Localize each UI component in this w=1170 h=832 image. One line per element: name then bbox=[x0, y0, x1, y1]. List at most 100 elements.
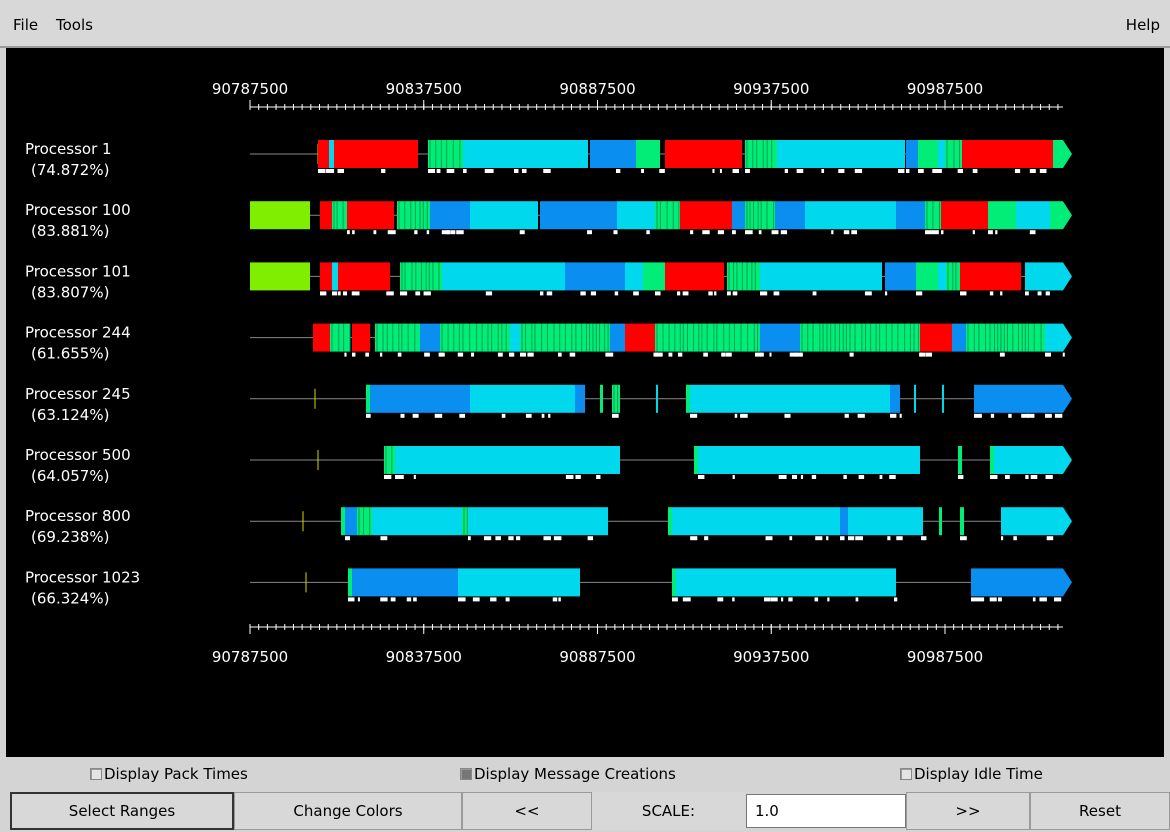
processor-name: Processor 244 bbox=[25, 324, 131, 342]
segment bbox=[1016, 201, 1050, 230]
menu-item[interactable]: Tools bbox=[56, 16, 93, 34]
creation-mark bbox=[569, 352, 576, 357]
segment bbox=[352, 568, 458, 597]
checkbox[interactable]: Display Idle Time bbox=[900, 765, 1043, 783]
segment bbox=[540, 201, 617, 230]
creation-mark bbox=[380, 597, 388, 602]
creation-mark bbox=[347, 230, 350, 235]
creation-mark bbox=[1027, 413, 1035, 418]
scale-input[interactable]: 1.0 bbox=[746, 794, 906, 828]
creation-mark bbox=[415, 291, 421, 296]
creation-mark bbox=[879, 475, 883, 479]
creation-mark bbox=[958, 475, 964, 479]
creation-mark bbox=[485, 291, 493, 296]
segment bbox=[676, 568, 896, 597]
segment bbox=[745, 140, 777, 168]
segment bbox=[463, 140, 588, 168]
segment bbox=[938, 140, 945, 168]
creation-mark bbox=[468, 536, 471, 541]
checkbox[interactable]: Display Pack Times bbox=[90, 765, 248, 783]
segment bbox=[916, 262, 938, 291]
creation-mark bbox=[352, 230, 355, 235]
segment bbox=[1045, 323, 1063, 352]
creation-mark bbox=[758, 230, 762, 235]
creation-mark bbox=[704, 536, 709, 541]
creation-mark bbox=[784, 169, 788, 173]
segment bbox=[680, 201, 732, 230]
creation-mark bbox=[1037, 291, 1042, 296]
segment bbox=[375, 323, 420, 352]
button[interactable]: Select Ranges bbox=[10, 792, 234, 830]
creation-mark bbox=[318, 169, 326, 173]
processor-utilization: (63.124%) bbox=[31, 406, 109, 424]
creation-mark bbox=[784, 413, 791, 418]
segment bbox=[1050, 201, 1063, 230]
creation-mark bbox=[855, 597, 859, 602]
segment bbox=[428, 140, 463, 168]
segment bbox=[575, 384, 585, 413]
creation-mark bbox=[844, 413, 849, 418]
creation-mark bbox=[539, 291, 544, 296]
creation-mark bbox=[890, 413, 897, 418]
processor-utilization: (83.881%) bbox=[31, 222, 109, 240]
segment bbox=[470, 384, 575, 413]
processor-name: Processor 101 bbox=[25, 262, 131, 280]
creation-mark bbox=[858, 475, 865, 479]
axis-label: 90787500 bbox=[212, 648, 288, 666]
creation-mark bbox=[999, 352, 1005, 357]
segment bbox=[442, 262, 565, 291]
creation-mark bbox=[857, 413, 865, 418]
end-arrow bbox=[1063, 323, 1072, 352]
creation-mark bbox=[641, 169, 645, 173]
segment bbox=[698, 446, 920, 474]
creation-mark bbox=[745, 230, 753, 235]
creation-mark bbox=[450, 230, 456, 235]
segment bbox=[672, 568, 676, 597]
creation-mark bbox=[898, 169, 905, 173]
creation-mark bbox=[380, 352, 383, 357]
segment bbox=[372, 507, 462, 536]
button[interactable]: >> bbox=[906, 792, 1030, 830]
axis-label: 90887500 bbox=[559, 648, 635, 666]
creation-mark bbox=[613, 230, 618, 235]
segment bbox=[318, 140, 418, 168]
segment bbox=[665, 140, 742, 168]
creation-mark bbox=[960, 536, 967, 541]
creation-mark bbox=[760, 352, 764, 357]
checkbox[interactable]: Display Message Creations bbox=[460, 765, 676, 783]
axis-label: 90987500 bbox=[907, 80, 983, 98]
end-arrow bbox=[1063, 507, 1072, 536]
segment bbox=[896, 201, 925, 230]
creation-mark bbox=[849, 352, 854, 357]
creation-mark bbox=[1014, 169, 1021, 173]
creation-mark bbox=[541, 413, 545, 418]
creation-mark bbox=[1039, 169, 1047, 173]
end-arrow bbox=[1063, 262, 1072, 291]
segment bbox=[690, 384, 890, 413]
menu-item[interactable]: Help bbox=[1125, 16, 1160, 34]
creation-mark bbox=[501, 413, 506, 418]
creation-mark bbox=[660, 352, 663, 357]
options-bar: Display Pack Times Display Message Creat… bbox=[0, 757, 1170, 791]
creation-mark bbox=[840, 536, 845, 541]
creation-mark bbox=[957, 169, 964, 173]
creation-mark bbox=[424, 352, 430, 357]
menu-item[interactable]: File bbox=[13, 16, 39, 34]
creation-mark bbox=[516, 536, 521, 541]
button[interactable]: << bbox=[462, 792, 592, 830]
creation-mark bbox=[918, 169, 924, 173]
creation-mark bbox=[615, 169, 621, 173]
creation-mark bbox=[732, 169, 739, 173]
toolbar: Select Ranges Change Colors << SCALE: 1.… bbox=[0, 792, 1170, 832]
creation-mark bbox=[395, 475, 401, 479]
button[interactable]: Reset bbox=[1030, 792, 1170, 830]
button[interactable]: Change Colors bbox=[234, 792, 462, 830]
segment bbox=[462, 507, 468, 536]
creation-mark bbox=[826, 536, 829, 541]
checkbox-label: Display Message Creations bbox=[474, 765, 676, 783]
creation-mark bbox=[920, 352, 926, 357]
creation-mark bbox=[387, 230, 396, 235]
creation-mark bbox=[920, 536, 927, 541]
segment bbox=[440, 323, 510, 352]
creation-mark bbox=[765, 536, 773, 541]
